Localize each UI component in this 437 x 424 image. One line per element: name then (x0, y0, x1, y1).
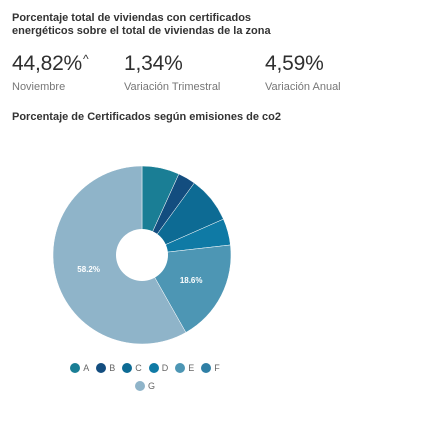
legend-dot-a (70, 363, 81, 373)
legend-dot-b (96, 363, 107, 373)
data-label-g: 58.2% (77, 265, 100, 274)
legend-dot-f (201, 363, 212, 373)
stat-value-monthly-text: 44,82% (12, 52, 83, 75)
stat-label-annual: Variación Anual (265, 81, 341, 93)
legend-dot-e (175, 363, 186, 373)
legend-label-c: C (135, 363, 142, 373)
legend-label-g: G (147, 381, 155, 391)
chart-legend: A B C D E F G (0, 363, 290, 399)
legend-label-f: F (214, 363, 220, 373)
legend-item-d[interactable]: D (148, 363, 169, 373)
chart-title: Porcentaje de Certificados según emision… (12, 111, 281, 123)
stat-value-quarterly: 1,34% (124, 52, 183, 75)
pie-center-hole (116, 229, 168, 281)
legend-label-b: B (109, 363, 116, 373)
legend-label-d: D (161, 363, 169, 373)
legend-item-e[interactable]: E (175, 363, 194, 373)
legend-item-g[interactable]: G (134, 381, 155, 391)
legend-item-b[interactable]: B (96, 363, 115, 373)
legend-label-e: E (188, 363, 195, 373)
legend-item-a[interactable]: A (70, 363, 89, 373)
data-label-e: 18.6% (180, 276, 203, 285)
legend-dot-d (148, 363, 159, 373)
stat-value-monthly: 44,82%^ (12, 52, 89, 76)
stat-label-quarterly: Variación Trimestral (124, 81, 221, 93)
legend-item-f[interactable]: F (201, 363, 220, 373)
legend-dot-c (122, 363, 133, 373)
stat-value-annual: 4,59% (265, 52, 324, 75)
stat-label-monthly: Noviembre (12, 81, 66, 93)
page-title: Porcentaje total de viviendas con certif… (12, 12, 271, 37)
legend-item-c[interactable]: C (122, 363, 142, 373)
legend-dot-g (134, 381, 145, 391)
trend-up-icon: ^ (83, 52, 89, 66)
legend-label-a: A (83, 363, 90, 373)
